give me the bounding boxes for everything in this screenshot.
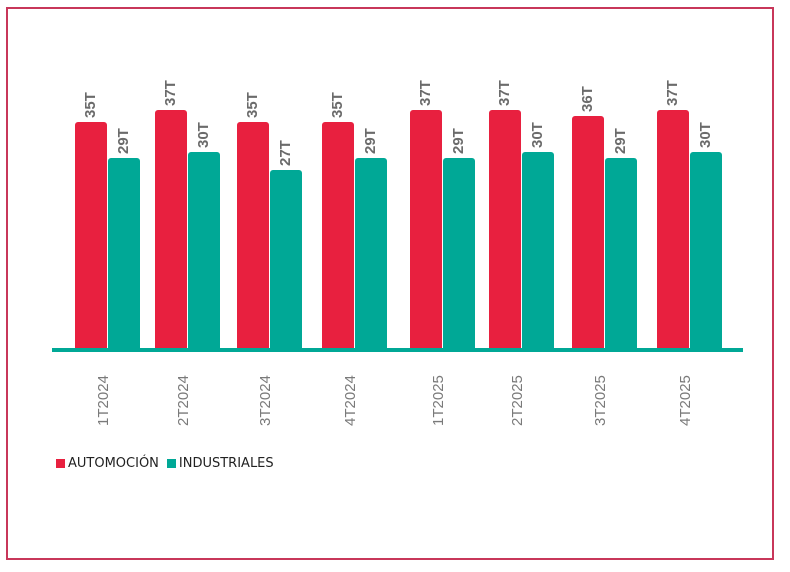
data-label: 35T: [244, 92, 261, 118]
x-tick-label: 1T2024: [95, 375, 112, 426]
data-label: 29T: [612, 128, 629, 154]
x-tick-label: 4T2025: [677, 375, 694, 426]
bar-industriales: [108, 158, 140, 348]
x-tick-label: 4T2024: [342, 375, 359, 426]
data-label: 37T: [496, 80, 513, 106]
bar-industriales: [605, 158, 637, 348]
data-label: 29T: [115, 128, 132, 154]
bar-automocion: [489, 110, 521, 348]
x-tick-label: 3T2024: [257, 375, 274, 426]
bar-industriales: [690, 152, 722, 348]
bar-automocion: [322, 122, 354, 348]
legend-swatch-industriales: [166, 459, 176, 468]
data-label: 37T: [162, 80, 179, 106]
legend-label: INDUSTRIALES: [178, 456, 274, 471]
legend: AUTOMOCIÓN INDUSTRIALES: [56, 456, 282, 471]
bar-industriales: [443, 158, 475, 348]
data-label: 30T: [529, 122, 546, 148]
data-label: 29T: [362, 128, 379, 154]
bar-automocion: [657, 110, 689, 348]
bar-automocion: [572, 116, 604, 348]
data-label: 30T: [697, 122, 714, 148]
data-label: 35T: [329, 92, 346, 118]
data-label: 35T: [82, 92, 99, 118]
bar-industriales: [188, 152, 220, 348]
bar-industriales: [522, 152, 554, 348]
bar-automocion: [155, 110, 187, 348]
x-axis-line: [52, 348, 743, 352]
legend-item-industriales: INDUSTRIALES: [166, 456, 274, 471]
data-label: 27T: [277, 140, 294, 166]
data-label: 36T: [579, 86, 596, 112]
bar-automocion: [410, 110, 442, 348]
data-label: 29T: [450, 128, 467, 154]
x-tick-label: 2T2024: [175, 375, 192, 426]
bar-industriales: [270, 170, 302, 348]
legend-item-automocion: AUTOMOCIÓN: [56, 456, 159, 471]
legend-label: AUTOMOCIÓN: [68, 456, 159, 471]
data-label: 37T: [417, 80, 434, 106]
data-label: 30T: [195, 122, 212, 148]
legend-swatch-automocion: [56, 459, 65, 468]
chart-frame: [6, 7, 774, 560]
bar-automocion: [75, 122, 107, 348]
bar-industriales: [355, 158, 387, 348]
x-tick-label: 3T2025: [592, 375, 609, 426]
x-tick-label: 2T2025: [509, 375, 526, 426]
data-label: 37T: [664, 80, 681, 106]
x-tick-label: 1T2025: [430, 375, 447, 426]
bar-automocion: [237, 122, 269, 348]
